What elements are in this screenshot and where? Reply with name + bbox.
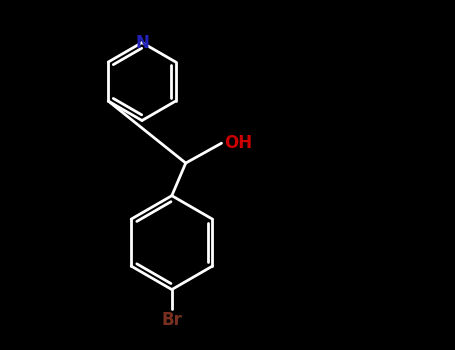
- Text: OH: OH: [224, 134, 253, 152]
- Text: Br: Br: [162, 312, 182, 329]
- Text: N: N: [135, 34, 149, 51]
